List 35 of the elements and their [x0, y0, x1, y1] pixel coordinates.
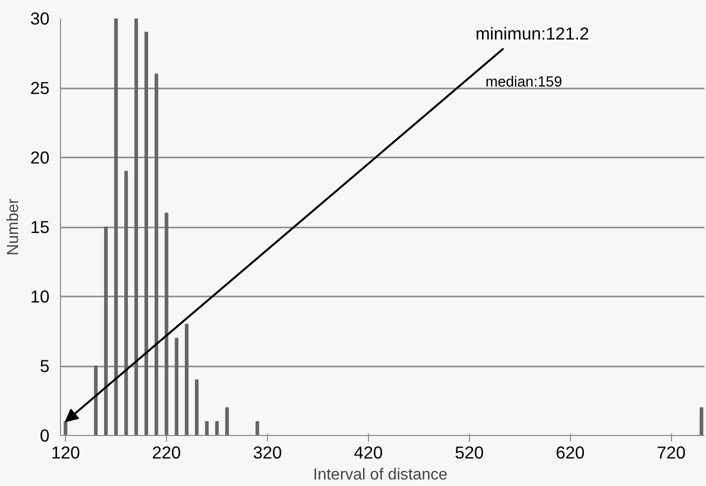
- bar: [205, 421, 209, 436]
- bar: [184, 324, 188, 436]
- bar: [256, 421, 260, 436]
- bar: [225, 407, 229, 436]
- x-tick-label: 620: [556, 442, 585, 462]
- y-tick-label: 20: [30, 148, 50, 168]
- y-tick-label: 10: [30, 286, 50, 306]
- bar: [164, 212, 168, 436]
- bar: [104, 226, 108, 436]
- annotation: minimun:121.2: [476, 24, 590, 44]
- bar: [194, 379, 199, 436]
- x-tick-label: 520: [454, 442, 484, 462]
- x-tick-label: 120: [51, 442, 80, 462]
- y-tick-label: 0: [40, 426, 50, 446]
- bar: [114, 18, 118, 436]
- x-axis-title: Interval of distance: [313, 466, 448, 484]
- x-tick-label: 720: [656, 442, 686, 462]
- x-tick-label: 420: [354, 442, 383, 462]
- x-tick-label: 320: [252, 442, 282, 462]
- bar: [700, 407, 704, 436]
- bar: [124, 170, 128, 436]
- bar: [174, 338, 178, 436]
- bar: [94, 366, 98, 436]
- y-tick-label: 15: [30, 217, 50, 237]
- y-tick-label: 30: [30, 8, 50, 28]
- annotation: median:159: [486, 74, 562, 90]
- bar: [134, 18, 138, 436]
- y-axis-title: Number: [5, 198, 22, 256]
- bar: [64, 421, 68, 436]
- bar: [144, 32, 148, 436]
- bar: [154, 74, 158, 436]
- y-tick-label: 5: [40, 356, 50, 376]
- y-tick-label: 25: [30, 78, 50, 98]
- x-tick-label: 220: [152, 442, 181, 462]
- bar: [215, 421, 219, 436]
